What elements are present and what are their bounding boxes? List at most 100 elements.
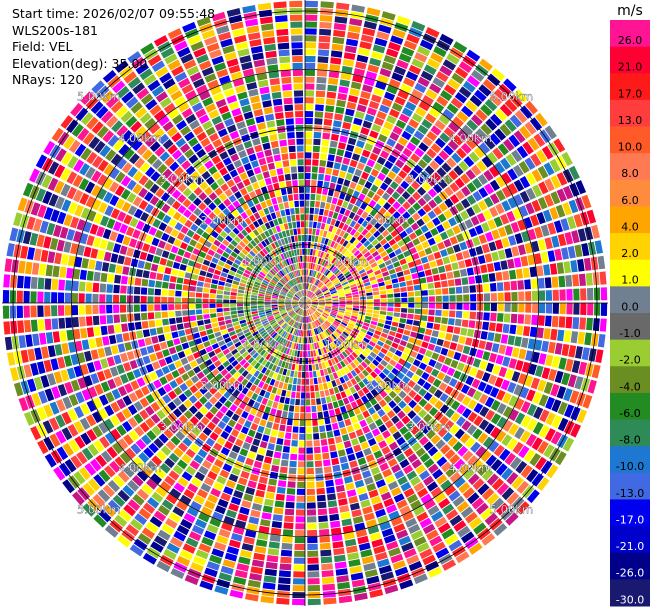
range-gate xyxy=(145,417,156,429)
range-gate xyxy=(336,362,343,370)
range-gate xyxy=(268,261,275,268)
range-gate xyxy=(293,306,300,311)
range-gate xyxy=(287,333,291,340)
range-gate xyxy=(431,330,439,338)
range-gate xyxy=(418,347,427,355)
range-gate xyxy=(550,431,562,445)
range-gate xyxy=(51,278,59,290)
range-gate xyxy=(418,142,429,152)
range-gate xyxy=(286,294,293,298)
range-gate xyxy=(246,266,253,272)
range-gate xyxy=(66,367,76,380)
range-gate xyxy=(301,371,305,378)
range-gate xyxy=(115,411,126,423)
range-gate xyxy=(423,392,433,401)
range-gate xyxy=(342,268,349,275)
range-gate xyxy=(59,330,67,342)
range-gate xyxy=(314,312,320,317)
range-gate xyxy=(374,117,385,127)
range-gate xyxy=(205,323,212,330)
range-gate xyxy=(113,294,120,303)
range-gate xyxy=(278,577,291,585)
range-gate xyxy=(311,298,318,301)
range-gate xyxy=(503,78,517,92)
range-gate xyxy=(478,187,489,198)
range-gate xyxy=(164,243,173,252)
range-gate xyxy=(335,317,342,321)
range-gate xyxy=(96,226,105,237)
range-gate xyxy=(363,322,370,327)
range-gate xyxy=(512,164,524,177)
range-gate xyxy=(41,174,53,189)
range-gate xyxy=(381,11,396,21)
range-gate xyxy=(42,190,53,205)
range-gate xyxy=(293,377,298,385)
range-gate xyxy=(337,449,346,457)
range-gate xyxy=(391,516,403,527)
range-gate xyxy=(261,359,268,366)
range-gate xyxy=(50,358,59,371)
range-gate xyxy=(489,179,500,191)
range-gate xyxy=(177,366,186,375)
range-gate xyxy=(444,357,453,366)
range-gate xyxy=(354,522,366,531)
range-gate xyxy=(499,448,511,461)
range-gate xyxy=(292,585,305,592)
range-gate xyxy=(189,309,196,316)
range-gate xyxy=(406,216,415,226)
range-gate xyxy=(213,541,227,552)
range-gate xyxy=(305,303,309,308)
range-gate xyxy=(244,226,252,234)
range-gate xyxy=(133,170,144,182)
range-gate xyxy=(291,271,295,278)
range-gate xyxy=(252,342,259,349)
range-gate xyxy=(222,360,231,368)
range-gate xyxy=(319,15,333,22)
range-gate xyxy=(129,359,138,370)
range-gate xyxy=(168,311,175,318)
range-gate xyxy=(228,385,236,394)
range-gate xyxy=(427,343,436,351)
range-gate xyxy=(483,303,491,311)
range-gate xyxy=(397,381,406,390)
range-gate xyxy=(357,265,364,272)
range-gate xyxy=(113,139,125,152)
range-gate xyxy=(365,288,373,293)
range-gate xyxy=(347,372,354,380)
range-gate xyxy=(470,114,483,127)
range-gate xyxy=(179,382,188,392)
range-gate xyxy=(166,84,179,96)
range-gate xyxy=(266,214,273,222)
range-gate xyxy=(70,102,84,117)
range-gate xyxy=(271,521,282,529)
range-gate xyxy=(401,221,410,230)
range-gate xyxy=(388,425,398,435)
range-gate xyxy=(461,319,469,328)
range-gate xyxy=(209,396,218,405)
range-gate xyxy=(264,361,271,368)
range-gate xyxy=(251,311,258,315)
range-gate xyxy=(383,324,391,330)
range-gate xyxy=(405,517,418,528)
range-gate xyxy=(282,268,288,275)
range-gate xyxy=(323,322,329,328)
range-gate xyxy=(364,358,371,366)
range-gate xyxy=(261,512,272,520)
range-gate xyxy=(343,366,350,374)
range-gate xyxy=(229,368,237,376)
range-gate xyxy=(213,239,221,247)
range-gate xyxy=(58,317,66,329)
range-gate xyxy=(207,79,219,90)
range-gate xyxy=(366,575,380,585)
range-gate xyxy=(305,385,310,392)
range-gate xyxy=(216,436,226,446)
range-gate xyxy=(222,333,230,340)
range-gate xyxy=(461,105,474,118)
range-gate xyxy=(545,354,554,367)
range-gate xyxy=(170,90,183,101)
range-gate xyxy=(334,220,341,228)
range-gate xyxy=(403,548,417,559)
range-gate xyxy=(305,297,308,303)
range-gate xyxy=(331,296,339,299)
range-gate xyxy=(323,290,330,295)
